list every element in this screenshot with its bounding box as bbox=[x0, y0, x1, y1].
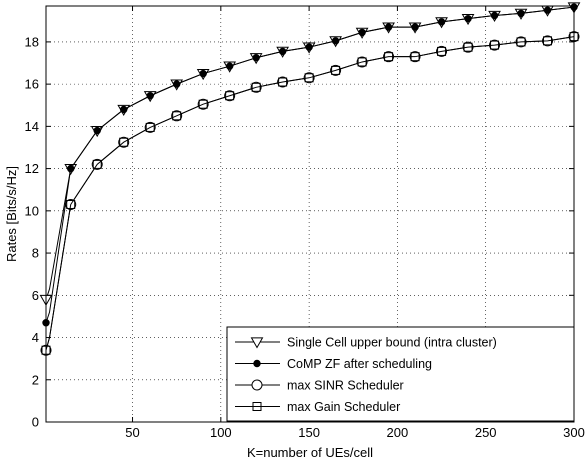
data-point bbox=[437, 18, 446, 26]
y-axis-label: Rates [Bits/s/Hz] bbox=[4, 166, 19, 262]
data-point bbox=[66, 199, 76, 209]
data-point bbox=[490, 40, 500, 50]
y-tick-label: 14 bbox=[25, 119, 39, 134]
x-tick-label: 100 bbox=[210, 425, 232, 440]
series-line bbox=[45, 36, 575, 351]
x-tick-label: 200 bbox=[387, 425, 409, 440]
x-tick-label: 250 bbox=[475, 425, 497, 440]
data-point bbox=[146, 92, 154, 100]
data-point bbox=[93, 126, 101, 135]
plot-frame bbox=[45, 5, 575, 423]
legend-marker bbox=[251, 379, 263, 391]
data-point bbox=[278, 77, 288, 87]
data-point bbox=[119, 137, 129, 147]
data-point bbox=[67, 164, 75, 173]
data-point bbox=[463, 42, 473, 52]
legend-marker bbox=[252, 402, 262, 411]
data-point bbox=[543, 6, 552, 14]
series-line bbox=[45, 36, 575, 351]
data-point bbox=[199, 69, 207, 78]
y-tick-label: 12 bbox=[25, 161, 39, 176]
data-point bbox=[543, 36, 553, 46]
y-tick-label: 0 bbox=[32, 415, 39, 430]
data-point bbox=[384, 23, 393, 31]
x-tick-label: 150 bbox=[298, 425, 320, 440]
y-tick-label: 16 bbox=[25, 77, 39, 92]
data-point bbox=[331, 65, 341, 75]
data-point bbox=[92, 159, 102, 169]
data-point bbox=[145, 122, 155, 132]
data-point bbox=[464, 14, 472, 23]
legend-label: CoMP ZF after scheduling bbox=[287, 357, 432, 371]
y-tick-label: 18 bbox=[25, 34, 39, 49]
y-tick-label: 2 bbox=[32, 372, 39, 387]
data-point bbox=[304, 73, 314, 83]
legend: Single Cell upper bound (intra cluster) C… bbox=[226, 326, 575, 422]
data-point bbox=[437, 46, 447, 56]
y-tick-label: 8 bbox=[32, 246, 39, 261]
data-point bbox=[225, 91, 235, 101]
series-circle bbox=[40, 31, 580, 356]
data-point bbox=[225, 62, 234, 70]
data-point bbox=[305, 43, 313, 51]
data-point bbox=[119, 105, 128, 114]
x-tick-label: 50 bbox=[125, 425, 139, 440]
legend-label: max Gain Scheduler bbox=[287, 400, 400, 414]
data-point bbox=[251, 82, 261, 92]
y-tick-label: 4 bbox=[32, 330, 39, 345]
tick-labels: 50 100 150 200 250 300 0 2 4 6 8 10 12 14 16 18 bbox=[25, 34, 585, 440]
x-tick-label: 300 bbox=[563, 425, 585, 440]
y-tick-label: 10 bbox=[25, 203, 39, 218]
data-point bbox=[357, 57, 367, 67]
data-point bbox=[410, 52, 420, 62]
legend-marker bbox=[253, 359, 261, 368]
data-point bbox=[198, 99, 208, 109]
data-point bbox=[358, 28, 366, 37]
data-point bbox=[411, 23, 419, 31]
data-point bbox=[252, 54, 260, 62]
series-filled-circle bbox=[42, 3, 578, 327]
y-tick-label: 6 bbox=[32, 288, 39, 303]
legend-label: Single Cell upper bound (intra cluster) bbox=[287, 336, 497, 350]
data-point bbox=[517, 9, 525, 18]
series-line bbox=[45, 6, 575, 323]
data-point bbox=[331, 37, 340, 45]
data-point bbox=[384, 52, 394, 62]
legend-marker bbox=[250, 337, 264, 349]
data-point bbox=[278, 47, 287, 56]
data-point bbox=[172, 111, 182, 121]
data-point bbox=[172, 80, 181, 88]
data-point bbox=[490, 11, 499, 20]
x-axis-label: K=number of UEs/cell bbox=[247, 445, 373, 460]
series-square bbox=[41, 32, 579, 355]
legend-label: max SINR Scheduler bbox=[287, 379, 404, 393]
series-layer bbox=[39, 2, 581, 356]
data-point bbox=[516, 37, 526, 47]
legend-box bbox=[226, 326, 575, 422]
